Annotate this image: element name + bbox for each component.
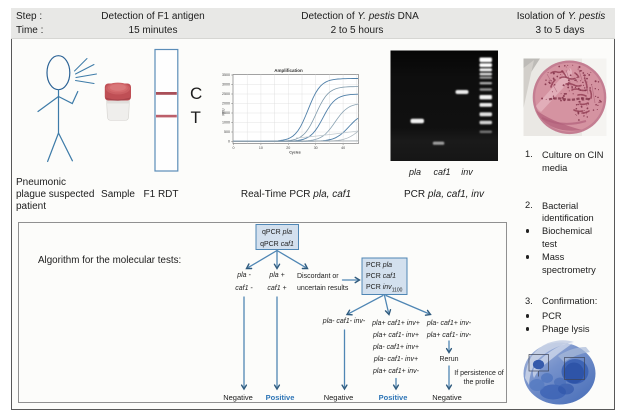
- svg-text:20: 20: [286, 146, 290, 150]
- svg-text:30: 30: [314, 146, 318, 150]
- svg-text:3500: 3500: [222, 73, 230, 77]
- svg-text:1500: 1500: [222, 111, 230, 115]
- svg-text:1000: 1000: [222, 121, 230, 125]
- svg-text:RFU: RFU: [222, 108, 226, 116]
- svg-text:500: 500: [224, 130, 230, 134]
- svg-text:2000: 2000: [222, 102, 230, 106]
- svg-text:0: 0: [228, 140, 230, 144]
- svg-text:10: 10: [259, 146, 263, 150]
- svg-text:3000: 3000: [222, 83, 230, 87]
- svg-text:Amplification: Amplification: [274, 68, 303, 73]
- svg-text:40: 40: [341, 146, 345, 150]
- svg-text:2500: 2500: [222, 92, 230, 96]
- svg-text:0: 0: [233, 146, 235, 150]
- svg-text:Cycles: Cycles: [289, 151, 301, 155]
